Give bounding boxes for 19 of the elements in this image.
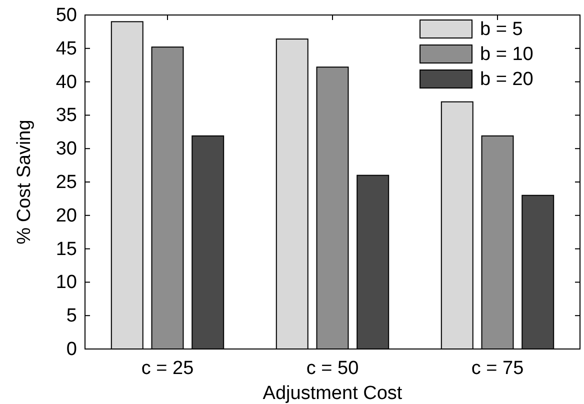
legend-label: b = 5 — [480, 19, 523, 40]
y-tick-label: 25 — [56, 172, 77, 193]
legend-label: b = 20 — [480, 69, 534, 90]
y-tick-label: 0 — [66, 339, 77, 360]
y-tick-label: 45 — [56, 38, 77, 60]
y-tick-label: 30 — [56, 138, 77, 160]
y-tick-label: 15 — [56, 238, 77, 260]
x-tick-label: c = 75 — [471, 358, 524, 379]
legend-label: b = 10 — [480, 44, 534, 65]
y-tick-label: 20 — [56, 205, 77, 226]
y-axis-title: % Cost Saving — [14, 120, 35, 244]
y-tick-label: 40 — [56, 72, 77, 93]
y-tick-label: 50 — [56, 5, 77, 26]
y-tick-label: 10 — [56, 272, 77, 294]
y-tick-label: 35 — [56, 105, 77, 126]
x-tick-label: c = 50 — [306, 358, 359, 379]
x-axis-title: Adjustment Cost — [262, 383, 403, 404]
x-tick-label: c = 25 — [141, 358, 194, 379]
y-tick-label: 5 — [66, 306, 77, 327]
